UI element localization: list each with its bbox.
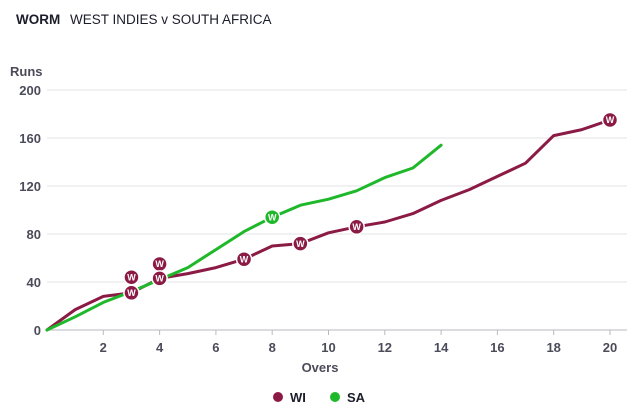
wicket-label: W — [240, 254, 249, 264]
match-title: WEST INDIES v SOUTH AFRICA — [70, 12, 272, 27]
wicket-dot — [123, 284, 140, 302]
series-lines — [45, 118, 612, 332]
y-tick-label: 200 — [19, 83, 41, 98]
legend-item-sa[interactable]: SA — [330, 390, 366, 405]
wicket-label: W — [352, 222, 361, 232]
y-tick-label: 80 — [27, 227, 41, 242]
wicket-marker-wi[interactable]: W — [348, 218, 365, 236]
y-tick-label: 40 — [27, 275, 41, 290]
chart-header: WORM WEST INDIES v SOUTH AFRICA — [16, 12, 272, 27]
y-tick-label: 120 — [19, 179, 41, 194]
x-tick-label: 16 — [490, 340, 504, 355]
wicket-label: W — [296, 239, 305, 249]
legend-item-wi[interactable]: WI — [273, 390, 306, 405]
x-tick-label: 4 — [156, 340, 164, 355]
wicket-dot — [601, 111, 619, 129]
y-axis-title: Runs — [10, 64, 43, 79]
wicket-marker-wi[interactable]: W — [123, 284, 140, 302]
legend-swatch — [330, 392, 340, 402]
x-tick-label: 18 — [546, 340, 560, 355]
x-tick-label: 12 — [378, 340, 392, 355]
x-axis-title: Overs — [302, 360, 339, 375]
wicket-dot — [151, 270, 168, 287]
wicket-marker-wi[interactable]: W — [151, 255, 168, 273]
wicket-label: W — [268, 212, 277, 222]
wicket-dot — [292, 235, 309, 252]
legend: WI SA — [273, 390, 366, 405]
wicket-label: W — [155, 274, 164, 284]
y-tick-label: 160 — [19, 131, 41, 146]
wicket-label: W — [127, 288, 136, 298]
wicket-label: W — [606, 115, 615, 125]
x-tick-label: 2 — [100, 340, 107, 355]
y-tick-label: 0 — [34, 323, 41, 338]
worm-label: WORM — [16, 12, 61, 27]
x-tick-label: 6 — [212, 340, 219, 355]
wicket-marker-wi[interactable]: W — [123, 268, 140, 286]
wicket-dot — [235, 250, 253, 268]
wicket-marker-wi[interactable]: W — [235, 250, 253, 268]
wicket-marker-wi[interactable]: W — [601, 111, 619, 129]
grid-lines — [47, 89, 627, 331]
y-axis-ticks: 0 40 80 120 160 200 — [19, 83, 41, 338]
legend-label: SA — [347, 390, 366, 405]
series-line-sa — [45, 143, 443, 332]
legend-label: WI — [290, 390, 306, 405]
x-tick-label: 10 — [321, 340, 335, 355]
x-tick-label: 14 — [434, 340, 449, 355]
x-axis-ticks: 2 4 6 8 10 12 14 16 18 20 — [100, 330, 617, 355]
x-tick-label: 8 — [269, 340, 276, 355]
legend-swatch — [273, 392, 283, 402]
wicket-marker-wi[interactable]: W — [292, 235, 309, 252]
x-tick-label: 20 — [603, 340, 617, 355]
wicket-label: W — [127, 272, 136, 282]
wicket-label: W — [155, 259, 164, 269]
wicket-marker-wi[interactable]: W — [151, 270, 168, 287]
wicket-dot — [263, 208, 281, 226]
wicket-dot — [348, 218, 365, 236]
wicket-marker-sa[interactable]: W — [263, 208, 281, 226]
